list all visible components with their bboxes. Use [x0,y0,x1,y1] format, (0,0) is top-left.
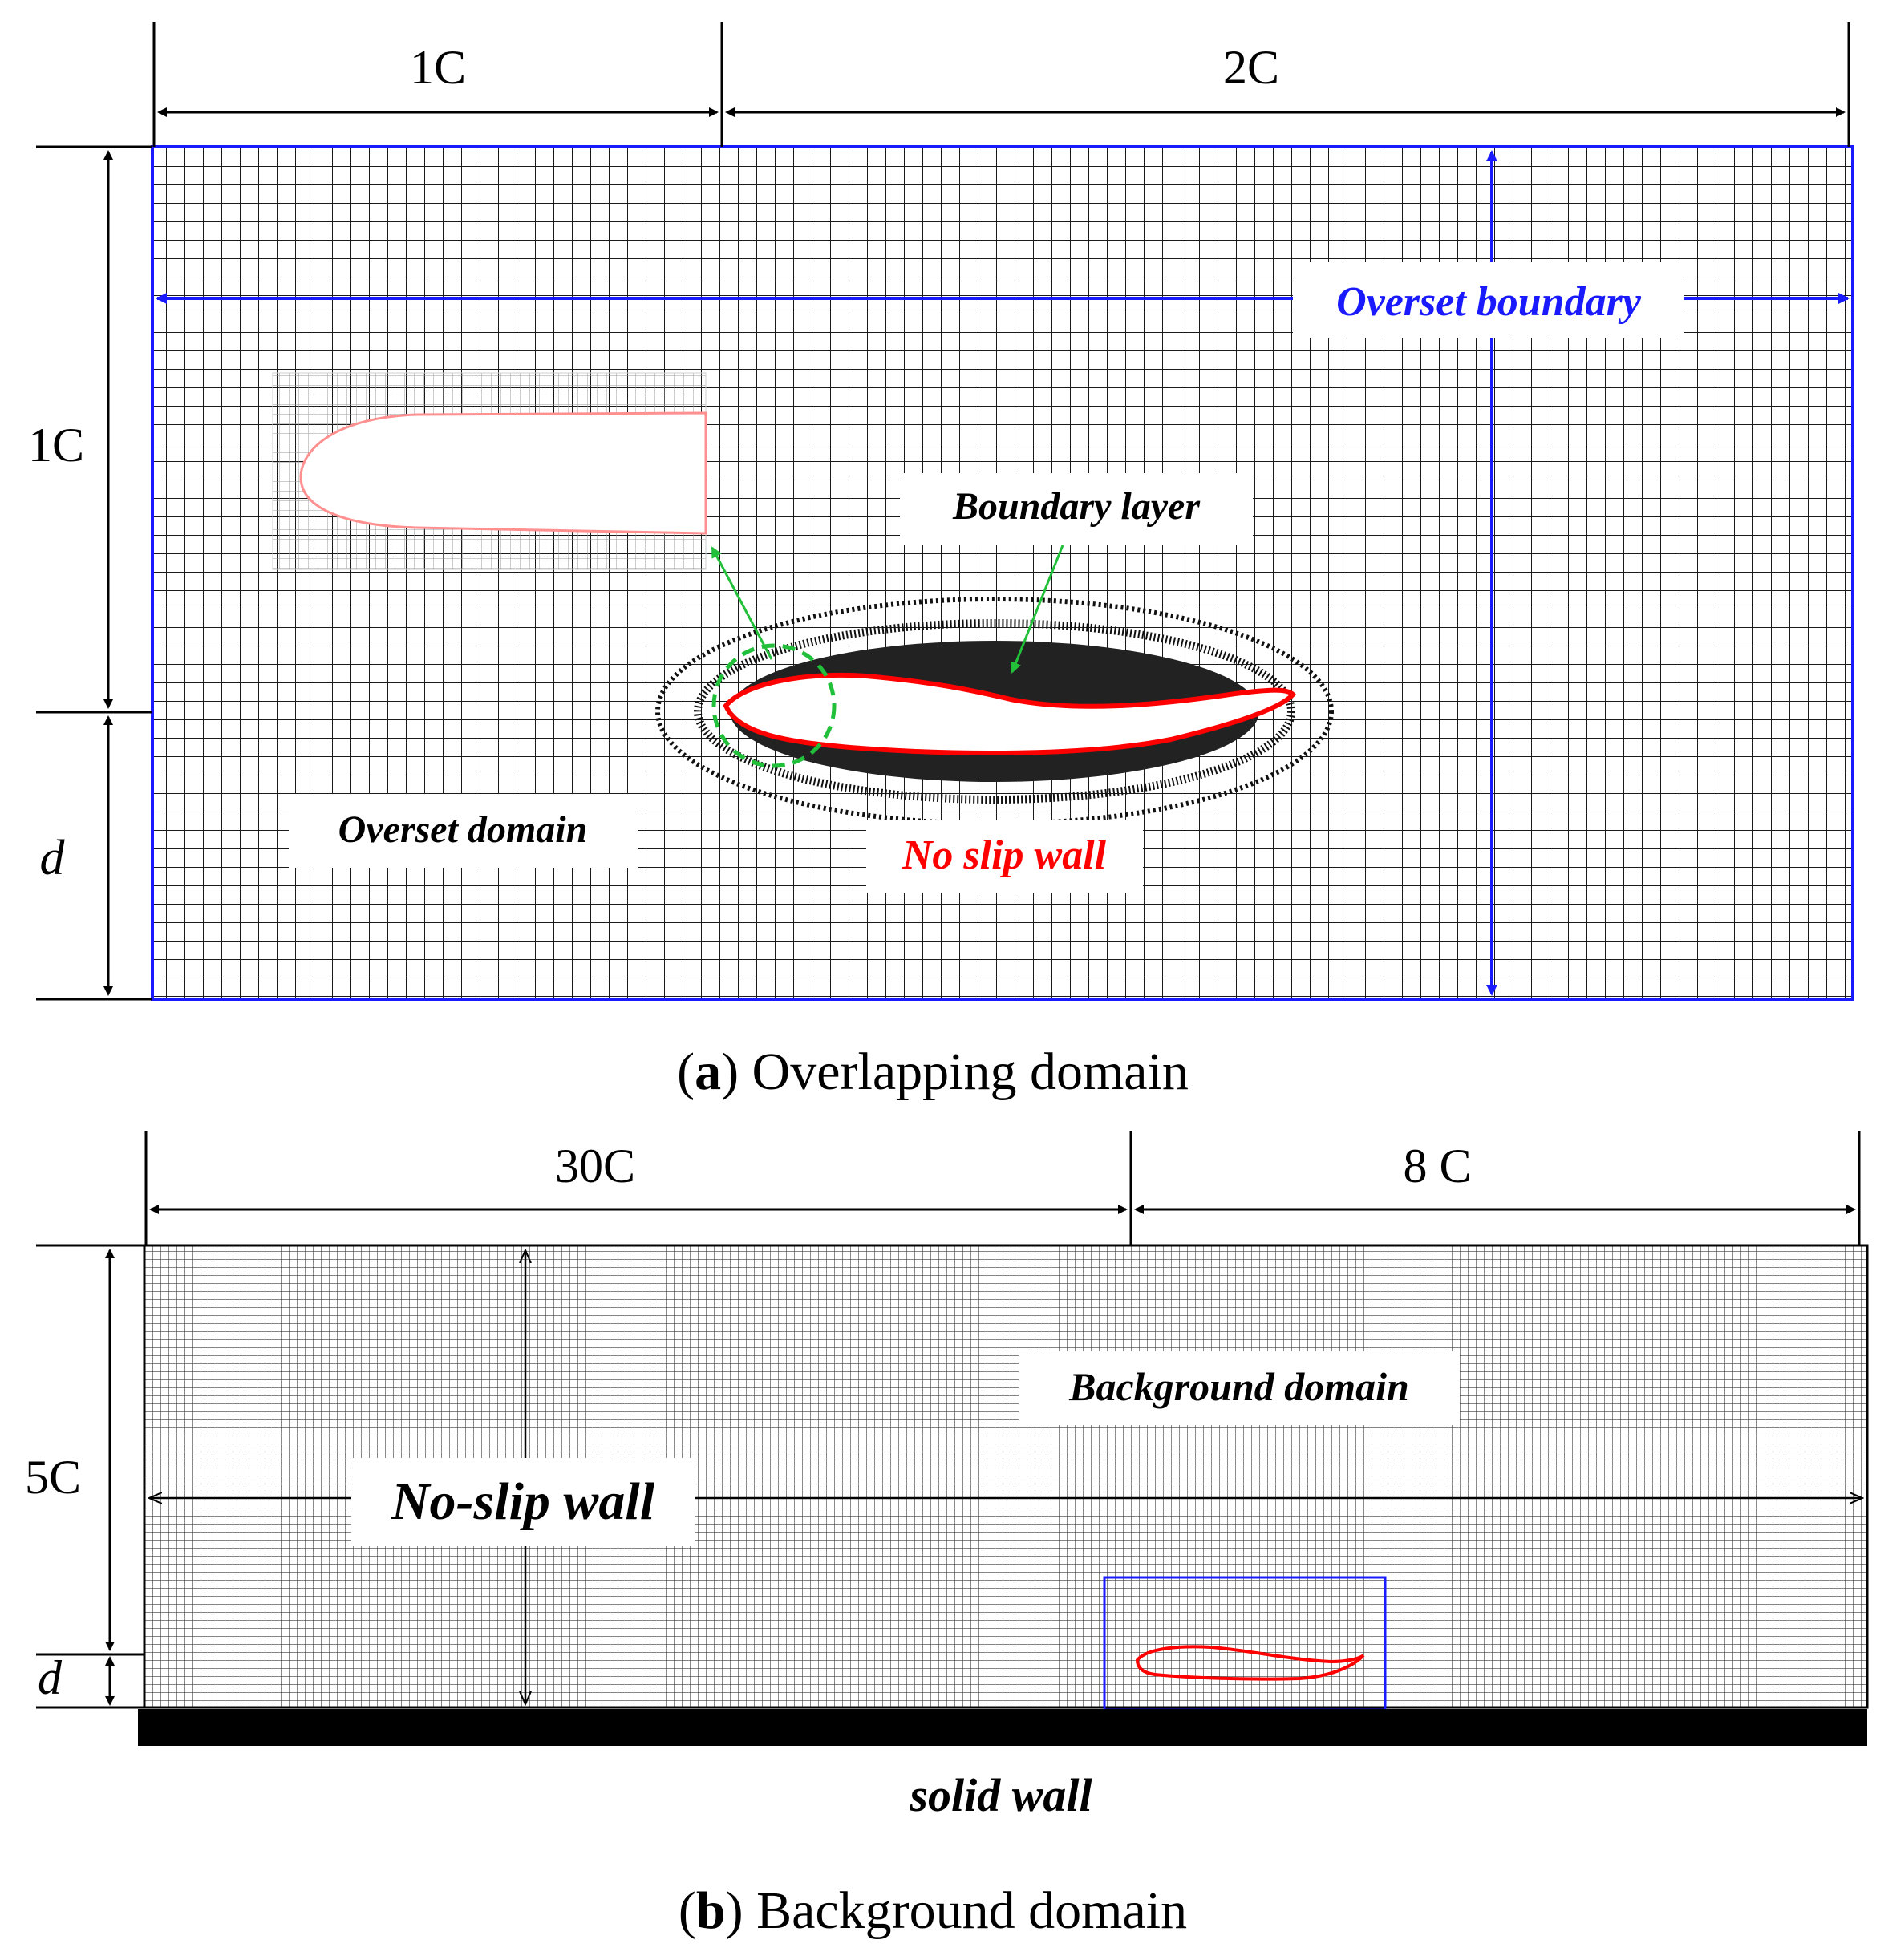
no-slip-wall-label: No slip wall [902,832,1107,878]
dimension-left-a [36,145,152,1001]
dimension-left-b [36,1244,144,1709]
overset-boundary-label: Overset boundary [1336,279,1642,325]
airfoil-no-slip-wall [723,672,1297,755]
boundary-layer-label: Boundary layer [952,485,1201,528]
solid-wall-label: solid wall [909,1769,1092,1821]
overset-domain-label: Overset domain [338,808,588,851]
dim-d-left-a: d [40,831,66,885]
dimension-top-a [152,22,1850,147]
solid-wall-bar [138,1709,1867,1746]
dim-8c-top: 8 C [1403,1140,1471,1193]
caption-a: (a) Overlapping domain [677,1043,1189,1101]
leading-edge-highlight [711,643,837,768]
no-slip-wall-label-b: No-slip wall [391,1472,655,1531]
dim-5c-left: 5C [25,1451,81,1504]
leading-edge-inset [272,372,707,570]
overset-boundary-rect [151,145,1854,1001]
dim-2c-top: 2C [1223,41,1279,94]
background-domain-label: Background domain [1068,1364,1409,1409]
dim-1c-left: 1C [28,419,84,472]
panel-b: Background domain No-slip wall solid wal… [25,1131,1869,1940]
caption-b: (b) Background domain [679,1881,1187,1940]
airfoil-small [1135,1645,1365,1681]
panel-a: Overset boundary Boundary layer Overset … [28,22,1854,1101]
dim-30c-top: 30C [555,1140,635,1193]
dim-1c-top: 1C [410,41,466,94]
inset-pointer-arrow [711,546,773,660]
boundary-layer-pointer-arrow [1010,545,1064,674]
dim-d-left-b: d [38,1651,63,1704]
dimension-top-b [144,1131,1861,1245]
